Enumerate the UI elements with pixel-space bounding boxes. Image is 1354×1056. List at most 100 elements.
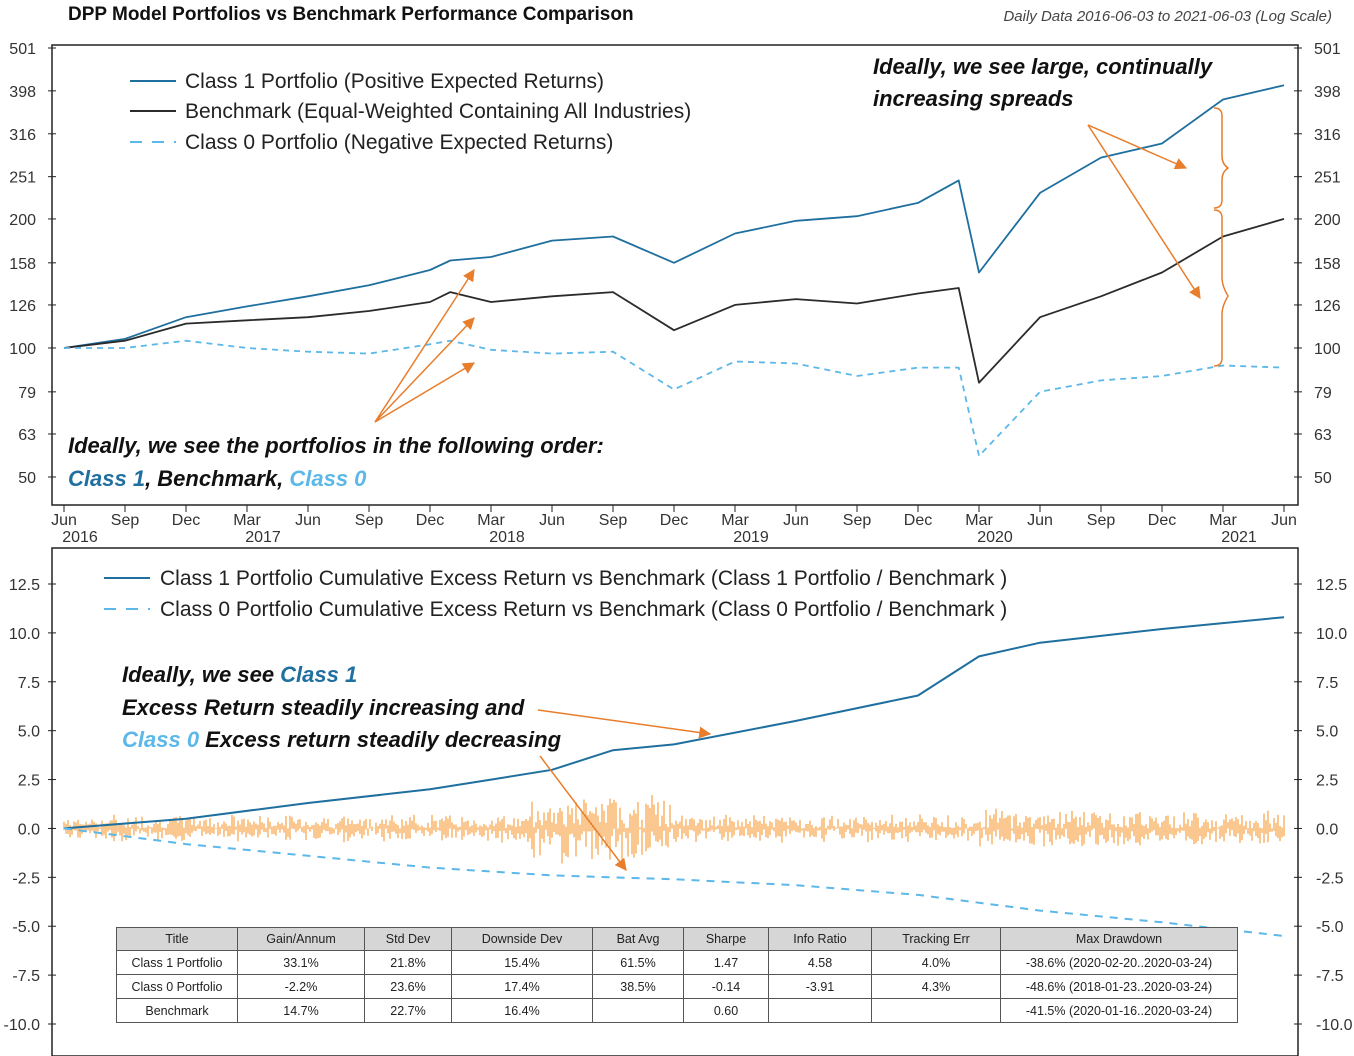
- y2-tick-label: 10.0: [9, 626, 40, 643]
- y-tick-label-right: 158: [1314, 256, 1341, 273]
- y-tick-label-right: 316: [1314, 127, 1341, 144]
- spread-arrow-upper: [1087, 124, 1188, 170]
- y2-tick-label-right: 2.5: [1316, 773, 1338, 790]
- x-tick-label: Jun: [783, 512, 809, 529]
- series-benchmark-line: [63, 218, 1285, 384]
- y2-tick-label-right: -2.5: [1316, 870, 1344, 887]
- stats-cell: -41.5% (2020-01-16..2020-03-24): [1000, 998, 1238, 1023]
- stats-cell: 21.8%: [364, 950, 452, 975]
- stats-header-cell: Tracking Err: [871, 927, 1001, 951]
- y-tick-label-right: 501: [1314, 41, 1341, 58]
- stats-header-cell: Max Drawdown: [1000, 927, 1238, 951]
- stats-cell: -3.91: [768, 974, 872, 999]
- stats-cell: 33.1%: [237, 950, 365, 975]
- x-tick-label: Dec: [1148, 512, 1176, 529]
- y2-tick-label: -2.5: [12, 870, 40, 887]
- stats-header-cell: Title: [116, 927, 238, 951]
- y2-tick-label: -7.5: [12, 968, 40, 985]
- stats-row: Benchmark 14.7% 22.7% 16.4% 0.60 -41.5% (2020…: [116, 998, 1238, 1023]
- stats-cell: Class 0 Portfolio: [116, 974, 238, 999]
- x-tick-label: Mar: [1209, 512, 1237, 529]
- stats-cell: [768, 998, 872, 1023]
- y-tick-label: 200: [9, 212, 36, 229]
- y2-tick-label: 12.5: [9, 577, 40, 594]
- y2-tick-label-right: -5.0: [1316, 919, 1344, 936]
- y-tick-label-right: 50: [1314, 470, 1332, 487]
- stats-row: Class 1 Portfolio 33.1% 21.8% 15.4% 61.5% 1.4…: [116, 950, 1238, 975]
- spread-brace-lower: [1213, 209, 1229, 367]
- x-tick-label: Mar: [721, 512, 749, 529]
- x-tick-year-label: 2018: [489, 529, 525, 546]
- y2-tick-label-right: 7.5: [1316, 675, 1338, 692]
- bottom-panel-frame: [51, 547, 1299, 1056]
- annotation-order-benchmark: , Benchmark,: [144, 466, 289, 491]
- y-tick-label: 251: [9, 170, 36, 187]
- x-tick-label: Sep: [111, 512, 140, 529]
- x-tick-label: Jun: [539, 512, 565, 529]
- x-tick-label: Sep: [1087, 512, 1116, 529]
- stats-cell: 23.6%: [364, 974, 452, 999]
- stats-cell: 38.5%: [592, 974, 684, 999]
- stats-header-cell: Downside Dev: [451, 927, 593, 951]
- y-tick-label: 100: [9, 341, 36, 358]
- stats-cell: 22.7%: [364, 998, 452, 1023]
- y-tick-label: 63: [18, 427, 36, 444]
- series-excess-class1-line: [63, 616, 1285, 830]
- x-tick-year-label: 2020: [977, 529, 1013, 546]
- x-tick-label: Jun: [51, 512, 77, 529]
- stats-cell: 15.4%: [451, 950, 593, 975]
- y-tick-label: 50: [18, 470, 36, 487]
- stats-cell: 0.60: [683, 998, 769, 1023]
- series-class0-line: [64, 339, 1285, 457]
- y-tick-label-right: 63: [1314, 427, 1332, 444]
- stats-cell: 1.47: [683, 950, 769, 975]
- annotation-excess-l1b: Class 1: [280, 662, 357, 687]
- y2-tick-label-right: -7.5: [1316, 968, 1344, 985]
- stats-cell: 14.7%: [237, 998, 365, 1023]
- annotation-order-class0: Class 0: [289, 466, 367, 491]
- chart-subtitle: Daily Data 2016-06-03 to 2021-06-03 (Log…: [1003, 8, 1332, 25]
- y2-tick-label: -5.0: [12, 919, 40, 936]
- annotation-order-line2: Class 1, Benchmark, Class 0: [68, 466, 367, 491]
- legend-label-excess-class0: Class 0 Portfolio Cumulative Excess Retu…: [160, 598, 1007, 621]
- stats-header-cell: Std Dev: [364, 927, 452, 951]
- annotation-excess-l1a: Ideally, we see: [122, 662, 280, 687]
- stats-cell: 61.5%: [592, 950, 684, 975]
- stats-cell: [871, 998, 1001, 1023]
- series-class1-line: [63, 84, 1285, 349]
- y2-tick-label: 5.0: [18, 724, 40, 741]
- chart-title: DPP Model Portfolios vs Benchmark Perfor…: [68, 4, 634, 25]
- annotation-excess-line2: Excess Return steadily increasing and: [122, 695, 525, 720]
- x-tick-label: Mar: [477, 512, 505, 529]
- x-tick-year-label: 2016: [62, 529, 98, 546]
- x-tick-label: Sep: [843, 512, 872, 529]
- stats-cell: 4.3%: [871, 974, 1001, 999]
- series-daily-excess: [63, 795, 1285, 864]
- stats-table: Title Gain/Annum Std Dev Downside Dev Bat Av…: [116, 927, 1238, 1023]
- excess-arrow-class0: [539, 755, 627, 871]
- stats-cell: 16.4%: [451, 998, 593, 1023]
- stats-header-row: Title Gain/Annum Std Dev Downside Dev Bat Av…: [116, 927, 1238, 951]
- stats-header-cell: Bat Avg: [592, 927, 684, 951]
- y2-tick-label: 7.5: [18, 675, 40, 692]
- legend-label-excess-class1: Class 1 Portfolio Cumulative Excess Retu…: [160, 567, 1007, 590]
- annotation-excess-line3: Class 0 Excess return steadily decreasin…: [122, 727, 562, 752]
- x-tick-label: Dec: [172, 512, 200, 529]
- y2-tick-label: 0.0: [18, 821, 40, 838]
- y2-tick-label: -10.0: [4, 1017, 41, 1034]
- y2-tick-label-right: -10.0: [1316, 1017, 1353, 1034]
- stats-cell: -0.14: [683, 974, 769, 999]
- x-tick-label: Jun: [1271, 512, 1297, 529]
- x-tick-label: Mar: [233, 512, 261, 529]
- x-tick-year-label: 2021: [1221, 529, 1257, 546]
- x-tick-label: Dec: [416, 512, 444, 529]
- series-excess-class0-line: [63, 827, 1285, 937]
- x-tick-label: Dec: [660, 512, 688, 529]
- stats-row: Class 0 Portfolio -2.2% 23.6% 17.4% 38.5% -0.…: [116, 974, 1238, 999]
- y2-tick-label-right: 5.0: [1316, 724, 1338, 741]
- y-tick-label: 126: [9, 298, 36, 315]
- spread-brace-upper: [1213, 107, 1230, 209]
- top-panel-frame: [51, 44, 1299, 506]
- y2-tick-label-right: 10.0: [1316, 626, 1347, 643]
